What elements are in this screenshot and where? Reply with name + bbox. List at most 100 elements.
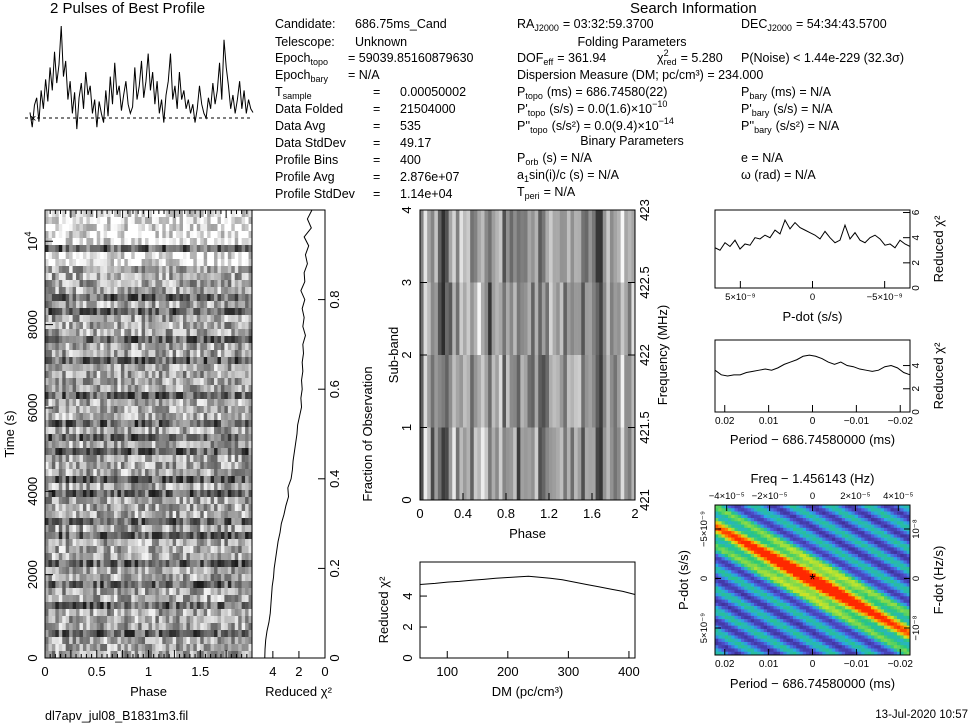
tp-cell [189,539,194,547]
tp-cell [100,357,104,365]
tp-cell [220,504,225,512]
tp-cell [145,273,149,281]
tp-cell [127,280,132,288]
tp-cell [238,441,242,449]
tp-cell [238,210,242,218]
tp-cell [138,210,142,218]
tp-cell [145,322,149,330]
plane-cell [750,521,755,525]
tp-y-tick-label: 8000 [25,310,40,339]
tp-cell [214,224,218,232]
tp-cell [127,504,132,512]
plane-cell [770,521,774,525]
tp-cell [127,420,132,428]
tp-cell [189,504,194,512]
tp-cell [162,609,167,617]
tp-cell [48,448,53,456]
tp-cell [82,336,87,344]
tp-cell [196,350,201,358]
tp-cell [145,644,149,652]
tp-cell [145,476,149,484]
tp-cell [241,343,246,351]
sb-cell [613,427,618,501]
tp-cell [207,602,211,610]
tp-cell [189,210,194,218]
tp-cell [55,511,60,519]
tp-cell [48,483,53,491]
tp-cell [103,581,108,589]
tp-cell [234,217,239,225]
tp-cell [131,420,135,428]
tp-cell [148,560,153,568]
tp-cell [138,609,142,617]
plane-cell [757,537,761,542]
tp-cell [248,511,253,519]
tp-cell [138,406,142,414]
tp-cell [220,371,225,379]
tp-cell [131,238,135,246]
tp-cell [79,399,84,407]
tp-cell [103,532,108,540]
tp-cell [79,224,84,232]
plane-cell [799,508,804,512]
sb-cell [427,355,432,428]
tp-cell [248,287,253,295]
tp-cell [248,343,253,351]
tp-cell [169,553,173,561]
tp-cell [62,504,66,512]
tp-cell [151,518,156,526]
tp-cell [134,441,139,449]
tp-cell [196,301,201,309]
plane-cell [754,527,758,532]
tp-cell [120,574,125,582]
plane-cell [793,534,797,538]
porb: Porb (s) = N/A [517,151,593,167]
plane-cell [871,511,875,516]
tp-cell [158,581,163,589]
tp-cell [79,238,84,246]
folding-header: Folding Parameters [577,35,686,49]
tp-cell [127,595,132,603]
tp-cell [169,385,173,393]
tp-cell [234,301,239,309]
tp-cell [210,343,215,351]
sb-cell [523,355,528,428]
tp-cell [220,217,225,225]
tp-cell [82,532,87,540]
tp-cell [203,637,208,645]
sb-cell [534,427,539,501]
pd-y-tick-label: 6 [911,209,922,215]
sb-cell [466,355,471,428]
plane-cell [874,527,878,532]
tp-cell [203,616,208,624]
sb-cell [430,355,435,428]
tp-cell [172,490,177,498]
tp-cell [79,315,84,323]
tp-cell [134,539,139,547]
tp-cell [169,602,173,610]
tp-cell [51,553,56,561]
tp-cell [207,469,211,477]
tp-cell [96,413,101,421]
tp-cell [58,315,63,323]
tp-cell [151,595,156,603]
tp-cell [134,651,139,659]
tp-cell [138,483,142,491]
tp-cell [117,504,122,512]
tp-cell [93,623,98,631]
tp-cell [186,364,191,372]
tp-cell [141,315,146,323]
tp-cell [93,455,98,463]
tp-cell [72,560,77,568]
tp-cell [117,539,122,547]
tp-cell [241,301,246,309]
plane-cell [747,505,752,509]
tp-cell [172,609,177,617]
tp-x-tick-label: 1.5 [191,664,209,679]
tp-cell [100,462,104,470]
tp-cell [196,343,201,351]
tp-y-tick-label: 0 [25,654,40,661]
tp-cell [110,329,115,337]
tp-cell [193,406,198,414]
tp-cell [234,525,239,533]
